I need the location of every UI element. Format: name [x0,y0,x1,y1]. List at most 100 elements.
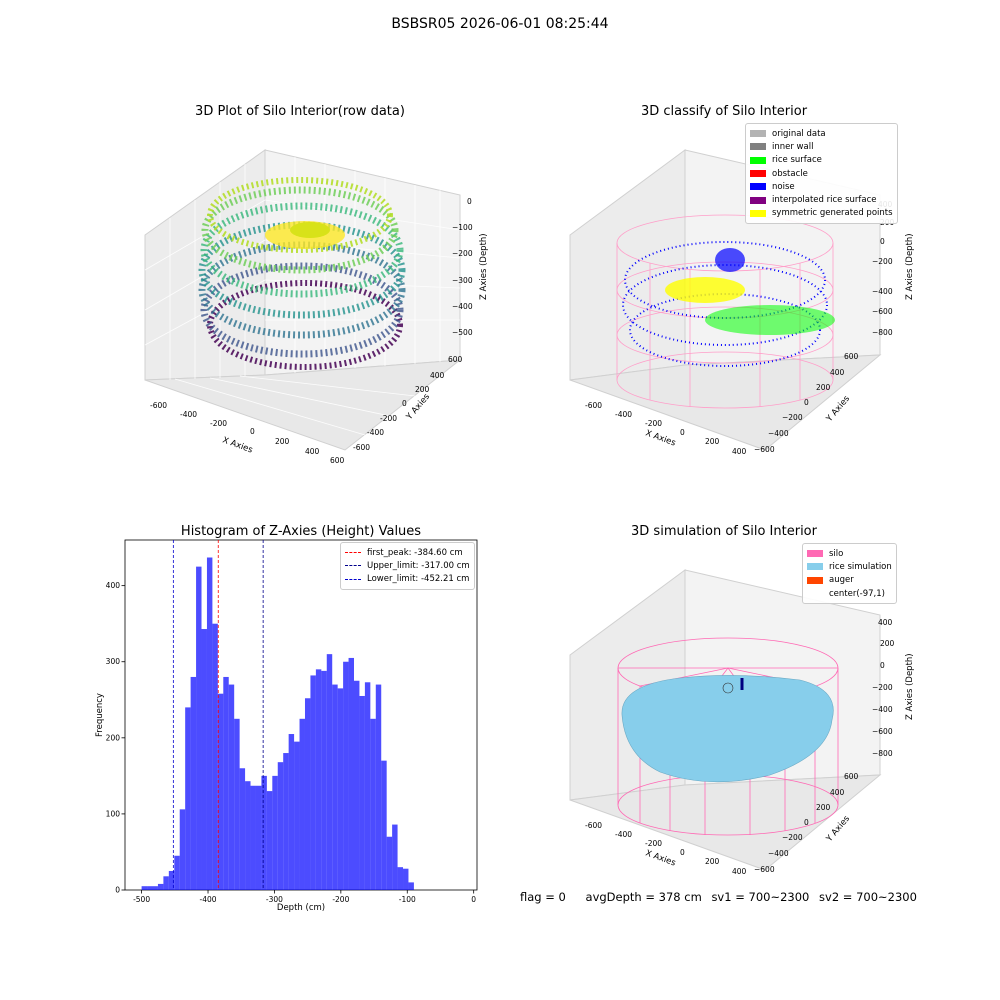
histogram-y-tick-label: 300 [106,657,121,666]
histogram-bar [348,657,354,890]
simulation-y-tick: −600 [754,865,775,874]
histogram-x-tick-label: -500 [133,895,150,904]
histogram-bar [321,670,327,890]
histogram-y-label: Frequency [95,693,105,737]
histogram-bar [147,886,153,890]
histogram-threshold-lines [172,540,264,890]
classify-y-tick: 200 [816,383,831,392]
raw-x-tick: 200 [275,437,290,446]
histogram-bar [206,557,213,890]
classify-legend-swatch [750,196,766,204]
simulation-y-tick: 600 [844,772,859,781]
histogram-bar [408,882,414,890]
simulation-x-tick: -600 [585,821,602,830]
simulation-legend: silo rice simulation auger center(-97,1) [802,543,897,605]
raw-z-tick: −400 [452,302,473,311]
histogram-legend-item: Upper_limit: -317.00 cm [345,559,470,572]
simulation-legend-item: auger [807,574,892,587]
histogram-bar [386,836,393,890]
histogram-bar [332,684,338,890]
classify-legend-label: rice surface [772,155,822,166]
simulation-z-tick: −800 [872,749,893,758]
histogram-bar [294,741,300,890]
histogram-x-tick-label: -100 [399,895,416,904]
simulation-panel-title: 3D simulation of Silo Interior [631,524,817,539]
histogram-bar [326,654,333,890]
histogram-bar [315,669,322,890]
avg-depth-readout: avgDepth = 378 cm [585,890,702,904]
classify-x-tick: 200 [705,437,720,446]
raw-x-tick: 400 [305,447,320,456]
raw-x-ticks: -600 -400 -200 0 200 400 600 [150,401,345,465]
simulation-legend-label: center(-97,1) [829,588,885,599]
classify-legend-label: symmetric generated points [772,208,893,219]
classify-z-label: Z Axies (Depth) [905,233,915,300]
histogram-bar [141,886,148,890]
simulation-z-tick: −200 [872,683,893,692]
raw-x-tick: 600 [330,456,345,465]
simulation-y-tick: −200 [782,833,803,842]
histogram-bar [196,566,202,890]
flag-readout: flag = 0 [520,890,566,904]
simulation-rice-surface [621,675,834,783]
raw-z-label: Z Axies (Depth) [479,233,489,300]
simulation-legend-label: rice simulation [829,561,892,572]
classify-z-tick: 0 [880,237,885,246]
raw-x-label: X Axies [221,435,254,455]
histogram-y-tick-label: 400 [106,581,121,590]
raw-x-tick: -200 [210,419,227,428]
simulation-y-tick: 0 [804,818,809,827]
histogram-bar [190,676,197,890]
histogram-bar [375,684,382,890]
simulation-legend-label: auger [829,575,854,586]
raw-z-tick: −200 [452,249,473,258]
classify-y-ticks: 600 400 200 0 −200 −400 −600 [754,352,859,454]
histogram-legend-swatch [345,565,361,567]
classify-legend-item: original data [750,127,893,140]
simulation-z-ticks: 400 200 0 −200 −400 −600 −800 [872,618,895,758]
raw-z-tick: −300 [452,276,473,285]
histogram-bar [152,886,158,890]
raw-y-tick: -200 [380,414,397,423]
classify-legend-label: noise [772,181,795,192]
classify-x-ticks: -600 -400 -200 0 200 400 [585,401,747,456]
classify-rice-surface [705,305,835,335]
simulation-x-tick: -200 [645,839,662,848]
histogram-legend-item: first_peak: -384.60 cm [345,546,470,559]
simulation-x-tick: 200 [705,857,720,866]
histogram-x-tick-label: -300 [266,895,283,904]
classify-z-tick: −400 [872,287,893,296]
histogram-bar [392,824,398,890]
histogram-title: Histogram of Z-Axies (Height) Values [180,524,422,539]
raw-y-ticks: 600 400 200 0 -200 -400 -600 [353,355,463,452]
simulation-x-tick: 400 [732,867,747,876]
histogram-x-ticks: -500 -400 -300 -200 -100 0 [133,890,476,904]
classify-z-tick: −800 [872,328,893,337]
histogram-bar [239,768,246,890]
histogram-bar [403,868,409,890]
raw-3d-plot: -600 -400 -200 0 200 400 600 X Axies 600… [144,149,489,465]
classify-z-tick: −600 [872,307,893,316]
classify-legend-swatch [750,130,766,138]
classify-x-tick: 400 [732,447,747,456]
classify-legend-swatch [750,143,766,151]
histogram-bar [397,867,404,890]
classify-y-tick: 0 [804,398,809,407]
raw-z-tick: −500 [452,328,473,337]
classify-legend-label: original data [772,128,826,139]
simulation-z-label: Z Axies (Depth) [905,653,915,720]
histogram-bar [304,698,311,890]
raw-3d-box [144,149,462,451]
classify-y-tick: −600 [754,445,775,454]
classify-legend: original data inner wall rice surface obsta… [745,123,898,225]
simulation-3d-plot: -600 -400 -200 0 200 400 X Axies 600 400… [569,569,915,876]
classify-legend-label: obstacle [772,168,808,179]
raw-z-tick: −100 [452,223,473,232]
histogram-bar [353,680,360,890]
classify-y-tick: −200 [782,413,803,422]
simulation-legend-swatch [807,550,823,558]
raw-y-tick: 400 [430,371,445,380]
classify-legend-swatch [750,209,766,217]
simulation-y-tick: 200 [816,803,831,812]
histogram-bar [272,775,278,890]
